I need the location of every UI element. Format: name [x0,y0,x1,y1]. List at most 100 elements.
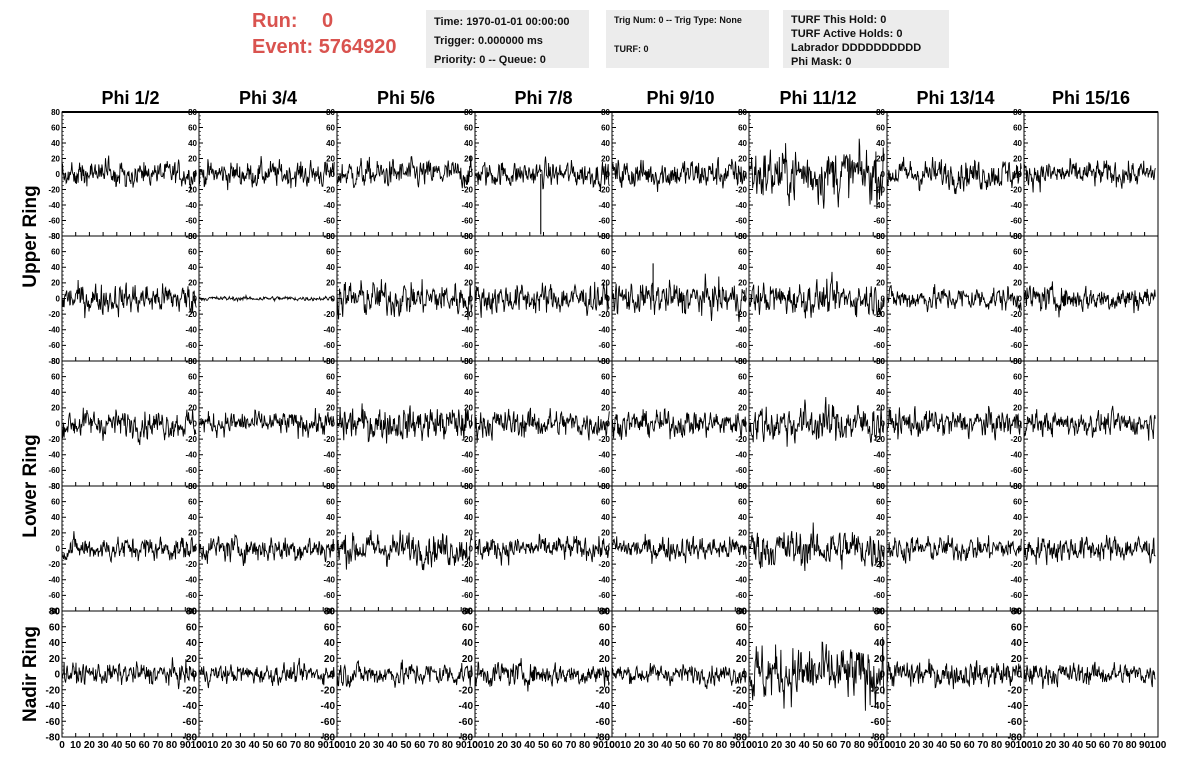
y-tick-label: -20 [185,185,197,194]
y-tick-label: -60 [596,717,611,728]
x-tick-label: 0 [884,740,890,751]
y-tick-label: -80 [321,733,336,744]
y-tick-label: 60 [1013,123,1022,132]
y-tick-label: -20 [598,560,610,569]
y-tick-label: 0 [743,294,748,303]
y-tick-label: -20 [735,185,747,194]
waveform-trace [611,533,747,564]
x-tick-label: 80 [716,740,728,751]
y-tick-label: -60 [735,216,747,225]
y-tick-label: 0 [469,544,474,553]
y-tick-label: 40 [738,388,747,397]
column-header: Phi 7/8 [514,88,572,108]
y-tick-label: -20 [48,310,60,319]
y-tick-label: 80 [738,232,747,241]
x-tick-label: 80 [991,740,1003,751]
y-tick-label: 60 [738,123,747,132]
waveform-trace [748,271,885,319]
event-value: 5764920 [318,36,397,58]
y-tick-label: 80 [51,357,60,366]
y-tick-label: 0 [191,670,197,681]
y-tick-label: -40 [323,451,335,460]
x-tick-label: 50 [125,740,137,751]
y-tick-label: 80 [1013,357,1022,366]
x-tick-label: 20 [84,740,96,751]
x-tick-label: 40 [387,740,399,751]
y-tick-label: 0 [469,170,474,179]
x-tick-label: 40 [1072,740,1084,751]
y-tick-label: 40 [186,638,198,649]
x-tick-label: 30 [373,740,385,751]
waveform-trace [748,138,885,210]
y-tick-label: -80 [48,357,60,366]
run-line: Run: 0 [252,8,397,34]
waveform-trace [474,407,610,443]
y-tick-label: 20 [51,404,60,413]
column-header: Phi 13/14 [916,88,994,108]
y-tick-label: 0 [881,170,886,179]
y-tick-label: 40 [1013,513,1022,522]
y-tick-label: 0 [604,670,610,681]
y-tick-label: 80 [188,232,197,241]
x-tick-label: 70 [1112,740,1124,751]
waveform-trace [474,156,610,192]
y-tick-label: 80 [188,482,197,491]
panel-frame [886,111,1025,237]
row-group-label: Nadir Ring [20,626,41,722]
y-tick-label: 80 [326,357,335,366]
x-tick-label: 10 [1032,740,1044,751]
y-tick-label: -40 [185,201,197,210]
x-tick-label: 50 [400,740,412,751]
y-tick-label: -20 [1008,685,1023,696]
y-tick-label: 20 [601,529,610,538]
y-tick-label: 20 [326,404,335,413]
y-tick-label: 40 [188,388,197,397]
waveform-trace [336,403,473,444]
y-tick-label: -60 [461,341,473,350]
waveform-trace [61,531,197,564]
y-tick-label: -40 [733,701,748,712]
x-tick-label: 90 [1005,740,1017,751]
y-tick-label: 40 [188,263,197,272]
y-tick-label: 40 [464,139,473,148]
x-tick-label: 80 [1126,740,1138,751]
turf-text: TURF: 0 [614,44,649,54]
waveform-trace [61,657,197,690]
y-tick-label: 0 [1018,294,1023,303]
turf-active-holds-text: TURF Active Holds: 0 [791,28,903,40]
y-tick-label: 40 [1013,139,1022,148]
x-tick-label: 60 [414,740,426,751]
y-tick-label: 60 [324,622,336,633]
y-tick-label: -20 [1010,310,1022,319]
x-tick-label: 0 [59,740,65,751]
waveform-trace [198,533,335,566]
x-tick-label: 30 [511,740,523,751]
y-tick-label: 60 [188,497,197,506]
x-tick-label: 20 [909,740,921,751]
y-tick-label: 20 [464,529,473,538]
y-tick-label: 0 [606,170,611,179]
turf-this-hold-text: TURF This Hold: 0 [791,14,887,26]
waveform-trace [886,156,1022,195]
time-text: Time: 1970-01-01 00:00:00 [434,16,570,28]
y-tick-label: 20 [599,654,611,665]
priority-text: Priority: 0 -- Queue: 0 [434,54,546,66]
y-tick-label: 0 [56,170,61,179]
x-tick-label: 50 [538,740,550,751]
y-tick-label: -60 [735,591,747,600]
y-tick-label: 80 [1013,482,1022,491]
y-tick-label: 40 [51,263,60,272]
y-tick-label: -40 [185,451,197,460]
y-tick-label: -40 [1010,326,1022,335]
x-tick-label: 90 [730,740,742,751]
y-tick-label: -20 [873,435,885,444]
waveform-trace [474,658,610,692]
x-tick-label: 30 [98,740,110,751]
y-tick-label: 60 [326,123,335,132]
x-tick-label: 20 [497,740,509,751]
y-tick-label: 60 [464,123,473,132]
y-tick-label: 80 [188,357,197,366]
